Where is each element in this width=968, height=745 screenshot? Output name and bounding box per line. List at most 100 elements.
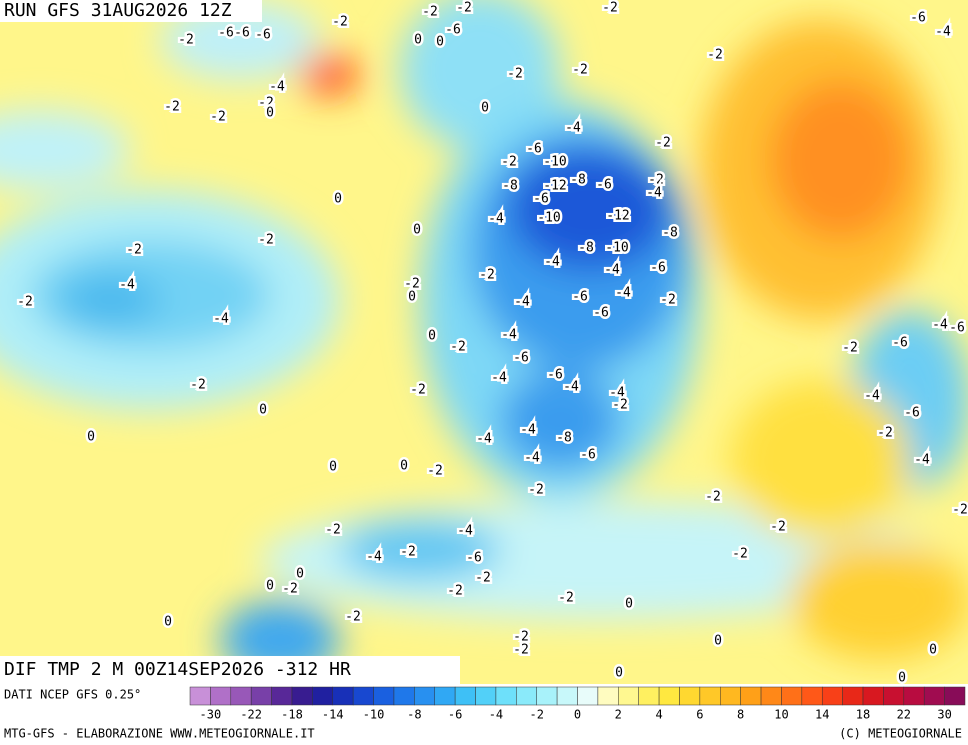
contour-label: -2 (479, 268, 495, 283)
contour-label: -2 (332, 15, 348, 30)
colorbar-tick-label: 8 (737, 708, 744, 722)
contour-label: -6 (526, 142, 542, 157)
contour-label: -2 (178, 33, 194, 48)
credit-left: MTG-GFS - ELABORAZIONE WWW.METEOGIORNALE… (4, 727, 315, 741)
contour-label: -2 (513, 643, 529, 658)
contour-label: -2 (602, 1, 618, 16)
colorbar-box (740, 686, 762, 706)
contour-label: -6 (466, 551, 482, 566)
contour-label: 0 (615, 666, 623, 681)
colorbar-tick-label: -4 (489, 708, 503, 722)
run-title: RUN GFS 31AUG2026 12Z (4, 0, 232, 21)
contour-label: -6 (580, 448, 596, 463)
contour-label: 0 (266, 106, 274, 121)
contour-label: 0 (436, 35, 444, 50)
map-field (0, 0, 968, 684)
contour-label: -2 (558, 591, 574, 606)
colorbar-tick-label: -10 (363, 708, 385, 722)
colorbar-box (618, 686, 639, 706)
colorbar-box (883, 686, 905, 706)
contour-label: -2 (655, 136, 671, 151)
contour-label: -8 (570, 173, 586, 188)
colorbar-tick-label: -14 (322, 708, 344, 722)
contour-label: 0 (87, 430, 95, 445)
contour-labels: -2-2 -2-6 -6 -6-2 0 0-6-2-6-4-2-2-2-4-20-2-20… (15, 0, 968, 688)
colorbar-tick-label: -18 (281, 708, 303, 722)
contour-label: -8 (662, 226, 678, 241)
contour-label: -4 (520, 423, 536, 438)
product-box (0, 656, 460, 684)
contour-label: -10 (537, 211, 560, 226)
contour-label: -4 (488, 212, 504, 227)
contour-label: -2 (572, 63, 588, 78)
contour-label: -2 (447, 584, 463, 599)
contour-label: -4 (269, 80, 285, 95)
contour-label: -12 (606, 209, 629, 224)
contour-label: -4 (476, 432, 492, 447)
colorbar-box (250, 686, 272, 706)
colorbar-box (699, 686, 721, 706)
contour-label: -2 (648, 173, 664, 188)
contour-label: -4 (604, 263, 620, 278)
contour-label: 0 (334, 192, 342, 207)
contour-label: 0 (329, 460, 337, 475)
contour-label: -4 (914, 453, 930, 468)
colorbar-tick-label: 6 (696, 708, 703, 722)
contour-label: -2 (612, 398, 628, 413)
colorbar-tick-label: 4 (655, 708, 662, 722)
source-text: DATI NCEP GFS 0.25° (4, 688, 141, 702)
colorbar-tick-label: -22 (240, 708, 262, 722)
contour-label: -2 (164, 100, 180, 115)
contour-label: -2 (475, 571, 491, 586)
colorbar-box (393, 686, 415, 706)
contour-label: -6 (892, 336, 908, 351)
contour-label: -2 (660, 293, 676, 308)
contour-label: -2 (507, 67, 523, 82)
contour-label: -4 (544, 255, 560, 270)
contour-label: -2 (422, 5, 438, 20)
colorbar-box (536, 686, 558, 706)
contour-label: -4 (935, 25, 951, 40)
contour-label: 0 (259, 403, 267, 418)
colorbar-box (862, 686, 884, 706)
colorbar-box (271, 686, 293, 706)
contour-label: -4 (501, 328, 517, 343)
contour-label: -4 (213, 312, 229, 327)
colorbar-box (720, 686, 741, 706)
contour-label: 0 (400, 459, 408, 474)
contour-label: -2 (404, 277, 420, 292)
contour-label: 0 (414, 33, 422, 48)
colorbar-box (781, 686, 803, 706)
colorbar-tick-label: 22 (897, 708, 911, 722)
credit-right: (C) METEOGIORNALE (839, 727, 962, 741)
contour-label: -6 (596, 178, 612, 193)
contour-label: 0 (898, 671, 906, 686)
colorbar-box (944, 686, 966, 706)
colorbar-box (577, 686, 599, 706)
contour-label: -6 (513, 351, 529, 366)
contour-label: -4 (615, 286, 631, 301)
colorbar-box (679, 686, 701, 706)
colorbar-box (658, 686, 680, 706)
contour-label: -2 (427, 464, 443, 479)
colorbar-tick-label: -2 (529, 708, 543, 722)
colorbar-box (414, 686, 435, 706)
colorbar-box (516, 686, 537, 706)
contour-label: -8 (556, 431, 572, 446)
colorbar-box (475, 686, 497, 706)
contour-label: -4 (932, 318, 948, 333)
contour-label: -6 (572, 290, 588, 305)
contour-label: -6 (949, 321, 965, 336)
contour-label: -2 (501, 155, 517, 170)
contour-label: -4 (563, 380, 579, 395)
title-box (0, 0, 262, 22)
contour-label: -6 (445, 23, 461, 38)
contour-label: -4 (514, 295, 530, 310)
contour-label: 0 (164, 615, 172, 630)
colorbar-box (556, 686, 578, 706)
colorbar-tick-label: 2 (615, 708, 622, 722)
colorbar-box (842, 686, 864, 706)
contour-label: -2 (842, 341, 858, 356)
